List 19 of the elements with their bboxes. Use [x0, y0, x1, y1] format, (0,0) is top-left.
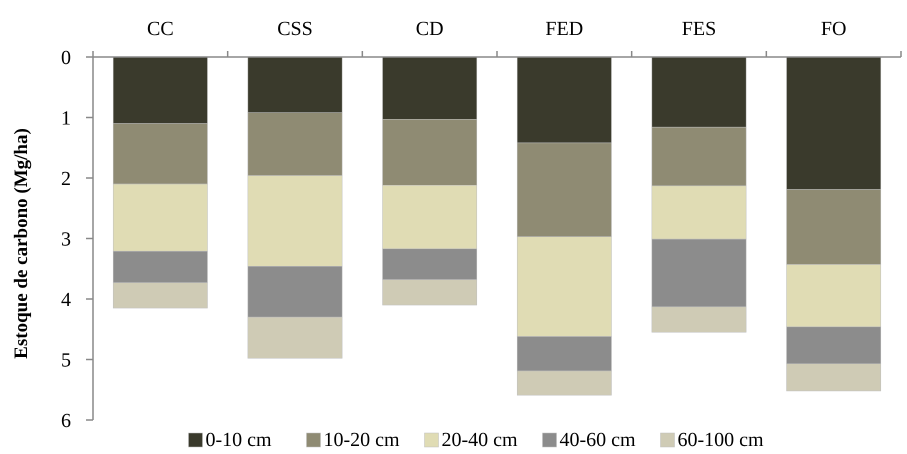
- y-tick-label: 1: [61, 108, 71, 130]
- legend-label: 20-40 cm: [442, 429, 518, 451]
- legend-label: 40-60 cm: [560, 429, 636, 451]
- y-tick-label: 6: [61, 410, 71, 432]
- x-tick-label: CD: [416, 18, 444, 40]
- x-tick-label: CC: [146, 18, 174, 40]
- x-tick-label: FED: [545, 18, 584, 40]
- y-axis-title: Estoque de carbono (Mg/ha): [11, 128, 32, 359]
- legend-label: 60-100 cm: [678, 429, 764, 451]
- y-tick-label: 4: [61, 289, 71, 311]
- y-tick-label: 5: [61, 350, 71, 372]
- x-tick-label: FO: [820, 18, 846, 40]
- legend-label: 0-10 cm: [206, 429, 272, 451]
- x-tick-label: FES: [682, 18, 716, 40]
- y-tick-label: 3: [61, 228, 71, 250]
- y-tick-label: 2: [61, 168, 71, 190]
- x-tick-label: CSS: [277, 18, 313, 40]
- legend-label: 10-20 cm: [324, 429, 400, 451]
- y-tick-label: 0: [61, 47, 71, 69]
